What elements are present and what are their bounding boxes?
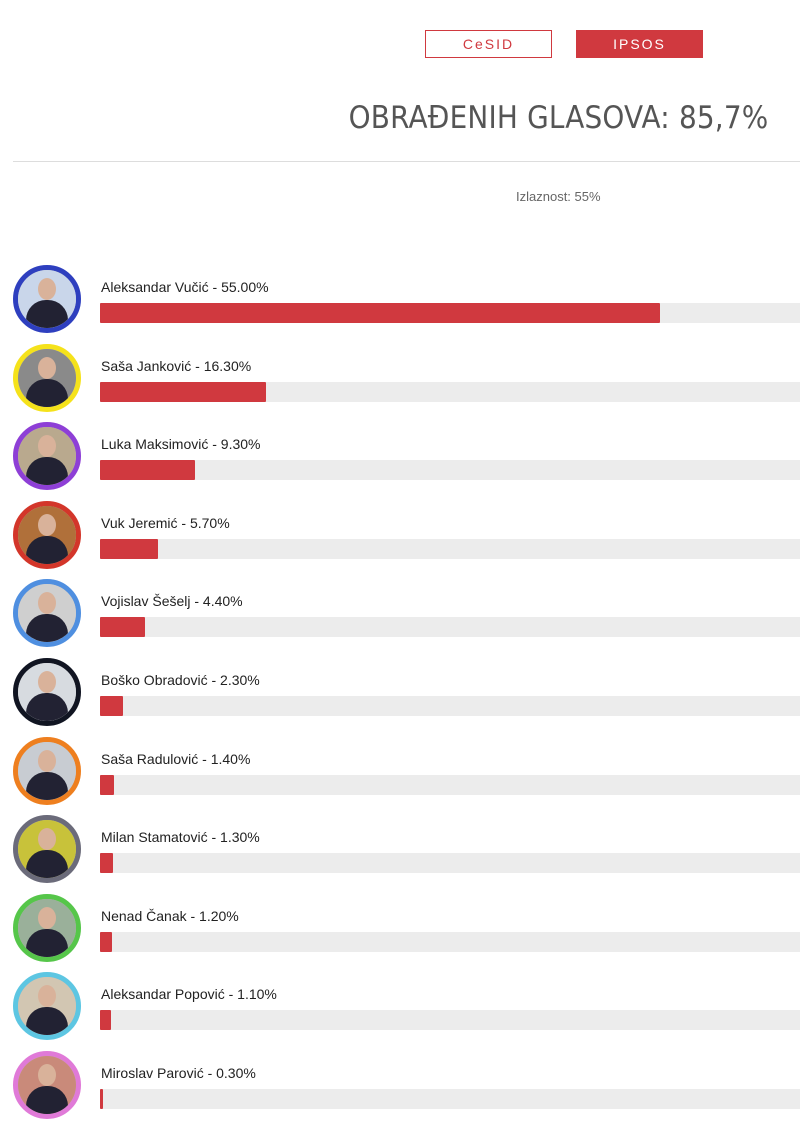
result-bar-fill [100, 1010, 112, 1031]
result-bar-fill [100, 696, 124, 716]
candidate-avatar [13, 500, 81, 569]
result-bar-fill [100, 931, 113, 952]
result-bar-track [100, 931, 800, 952]
candidate-row: Milan Stamatović - 1.30% [0, 815, 800, 885]
candidate-row: Vojislav Šešelj - 4.40% [0, 579, 800, 649]
candidate-avatar [13, 422, 81, 491]
divider [13, 161, 800, 162]
candidate-name: Saša Janković - 16.30% [101, 357, 252, 374]
result-bar-track [100, 1089, 800, 1109]
result-bar-fill [100, 774, 115, 795]
candidate-name: Milan Stamatović - 1.30% [101, 829, 260, 846]
result-bar-track [100, 853, 800, 874]
tab-cesid[interactable]: CeSID [425, 30, 552, 58]
candidate-avatar [13, 736, 81, 805]
candidate-name: Miroslav Parović - 0.30% [101, 1065, 256, 1081]
result-bar-fill [100, 617, 145, 638]
candidate-row: Boško Obradović - 2.30% [0, 658, 800, 728]
candidate-avatar [13, 972, 81, 1041]
result-bar-fill [100, 1089, 104, 1109]
candidate-name: Vuk Jeremić - 5.70% [101, 514, 230, 531]
candidate-avatar [13, 658, 81, 726]
candidate-avatar [13, 815, 81, 884]
turnout-label: Izlaznost: 55% [516, 189, 601, 204]
candidate-row: Luka Maksimović - 9.30% [0, 422, 800, 492]
candidate-row: Saša Radulović - 1.40% [0, 736, 800, 807]
candidate-avatar [13, 579, 81, 648]
result-bar-track [100, 460, 800, 481]
candidate-name: Vojislav Šešelj - 4.40% [101, 593, 243, 610]
result-bar-track [100, 303, 800, 323]
candidate-avatar [13, 265, 81, 333]
candidate-row: Aleksandar Popović - 1.10% [0, 972, 800, 1042]
candidate-name: Boško Obradović - 2.30% [101, 672, 260, 688]
candidate-row: Nenad Čanak - 1.20% [0, 893, 800, 964]
candidate-avatar [13, 343, 81, 412]
processed-votes-heading: OBRAĐENIH GLASOVA: 85,7% [348, 100, 768, 136]
result-bar-track [100, 774, 800, 795]
candidate-name: Saša Radulović - 1.40% [101, 750, 251, 767]
candidate-name: Luka Maksimović - 9.30% [101, 436, 261, 453]
tab-ipsos[interactable]: IPSOS [576, 30, 703, 58]
candidate-name: Aleksandar Popović - 1.10% [101, 986, 277, 1003]
result-bar-fill [100, 853, 114, 874]
candidate-avatar [13, 893, 81, 962]
candidate-row: Saša Janković - 16.30% [0, 343, 800, 414]
result-bar-track [100, 1010, 800, 1031]
result-bar-fill [100, 381, 266, 402]
result-bar-track [100, 381, 800, 402]
candidate-row: Miroslav Parović - 0.30% [0, 1051, 800, 1121]
result-bar-track [100, 617, 800, 638]
candidate-name: Aleksandar Vučić - 55.00% [101, 279, 269, 295]
result-bar-fill [100, 538, 159, 559]
candidate-name: Nenad Čanak - 1.20% [101, 907, 239, 924]
candidate-row: Aleksandar Vučić - 55.00% [0, 265, 800, 335]
candidate-row: Vuk Jeremić - 5.70% [0, 500, 800, 571]
result-bar-fill [100, 303, 660, 323]
result-bar-fill [100, 460, 195, 481]
result-bar-track [100, 696, 800, 716]
result-bar-track [100, 538, 800, 559]
candidate-avatar [13, 1051, 81, 1119]
